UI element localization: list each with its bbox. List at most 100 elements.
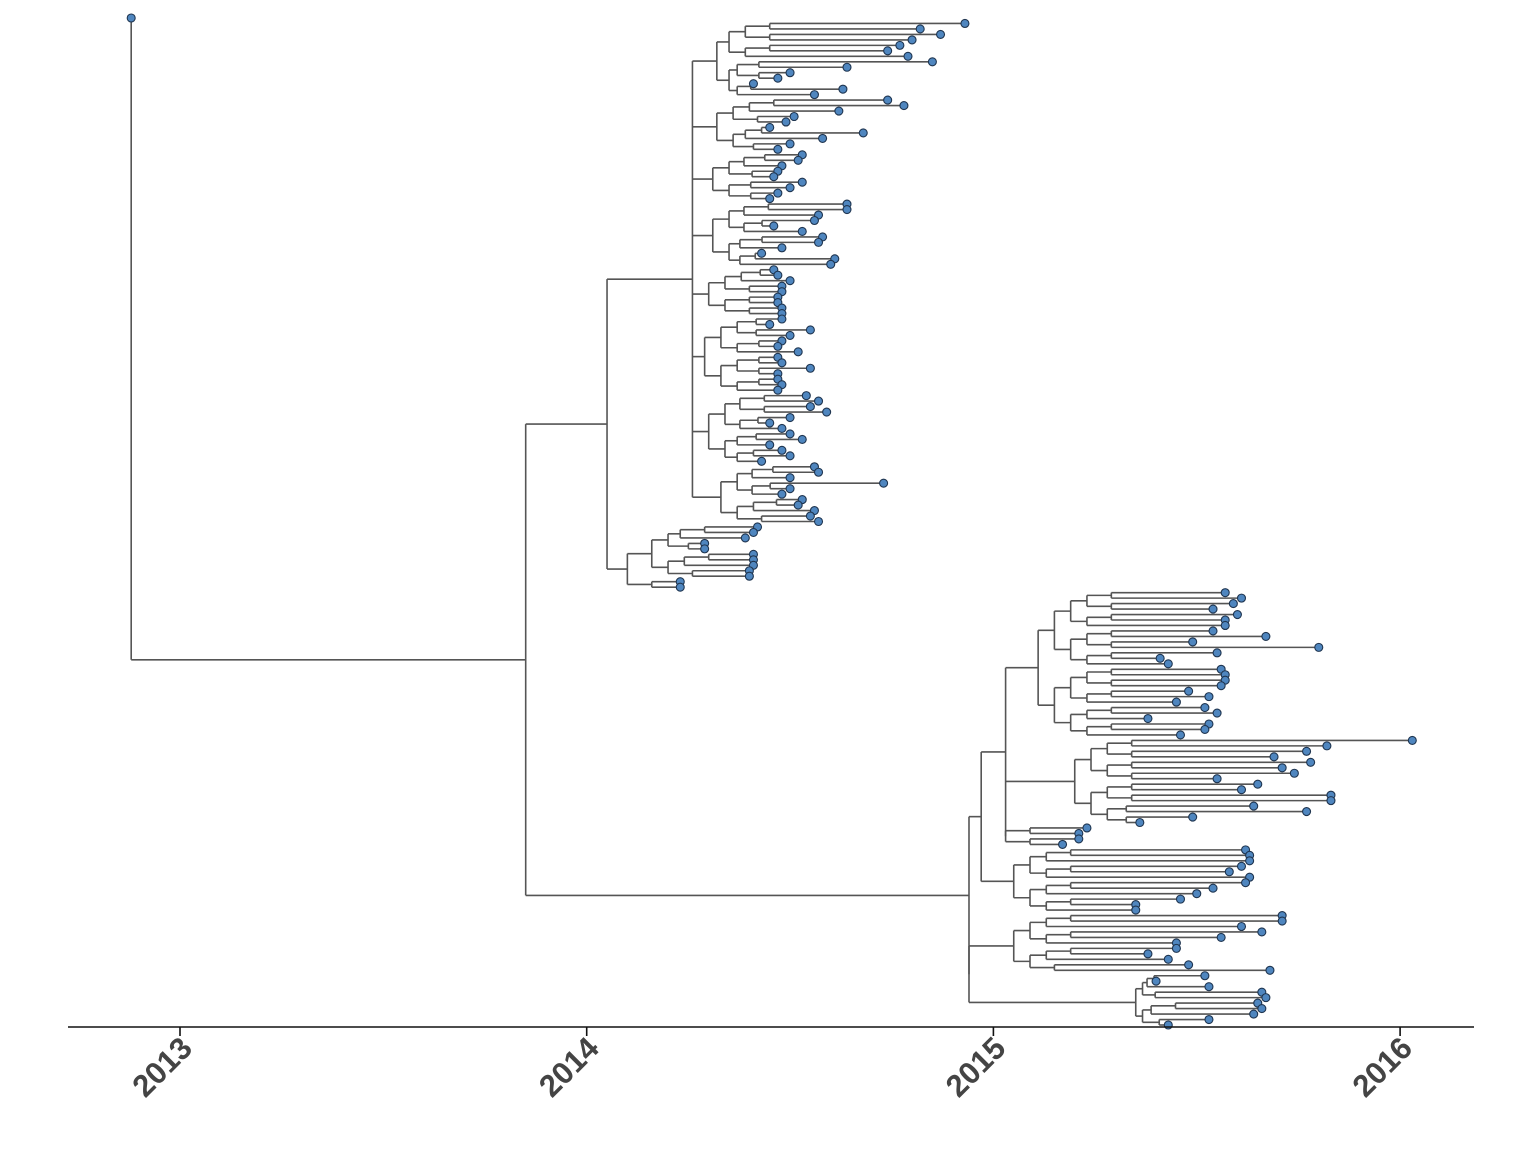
tip-point xyxy=(765,122,775,133)
tip-point xyxy=(1253,779,1263,789)
tip-point xyxy=(1322,741,1332,751)
tip-point xyxy=(1163,1020,1173,1030)
tip-point xyxy=(785,451,795,461)
tip-point xyxy=(1224,867,1234,877)
tip-point xyxy=(895,40,905,50)
tip-point xyxy=(757,456,767,466)
tip-point xyxy=(769,221,779,231)
tip-point xyxy=(883,95,893,105)
tip-point xyxy=(1216,681,1226,691)
tip-point xyxy=(781,117,791,127)
tip-point xyxy=(1228,599,1238,609)
tip-point xyxy=(1236,593,1247,603)
tip-point xyxy=(785,412,795,423)
tip-point xyxy=(805,402,815,412)
tip-point xyxy=(1265,965,1275,975)
tip-point xyxy=(1184,960,1194,970)
tip-point xyxy=(879,478,889,488)
tip-point xyxy=(773,73,783,83)
tip-point xyxy=(813,516,824,527)
tip-point xyxy=(1302,746,1312,756)
tree-tips xyxy=(126,13,1417,1030)
tip-point xyxy=(1200,703,1210,713)
tip-point xyxy=(1208,604,1218,614)
tip-point xyxy=(797,226,807,236)
tip-point xyxy=(785,330,795,340)
tip-point xyxy=(1212,708,1222,718)
tip-point xyxy=(1163,954,1173,964)
tip-point xyxy=(1407,735,1417,745)
tip-point xyxy=(126,13,136,23)
tip-point xyxy=(740,533,750,543)
tip-point xyxy=(1200,724,1210,735)
tip-point xyxy=(1302,807,1312,817)
tip-point xyxy=(801,391,811,401)
tip-point xyxy=(1289,768,1299,778)
tip-point xyxy=(1314,642,1324,652)
tip-point xyxy=(1135,817,1145,828)
tip-point xyxy=(1171,943,1181,953)
tip-point xyxy=(858,128,868,138)
tip-point xyxy=(797,434,807,444)
tip-point xyxy=(797,177,807,187)
tip-point xyxy=(813,237,824,247)
tip-point xyxy=(1163,659,1173,669)
tip-point xyxy=(1082,823,1092,833)
tip-point xyxy=(1175,894,1186,904)
tip-point xyxy=(1204,982,1214,992)
tip-point xyxy=(1208,626,1218,636)
tip-point xyxy=(1143,713,1153,724)
tip-point xyxy=(1249,801,1259,811)
tip-point xyxy=(1057,839,1068,849)
tip-point xyxy=(793,155,803,165)
tip-point xyxy=(1171,697,1181,707)
tip-point xyxy=(769,172,779,182)
tip-point xyxy=(1143,949,1153,959)
tip-point xyxy=(1204,692,1214,702)
tip-point xyxy=(883,46,893,56)
tip-point xyxy=(1326,796,1336,806)
tip-point xyxy=(1184,686,1194,696)
tip-point xyxy=(1261,993,1271,1003)
tip-point xyxy=(1261,631,1271,641)
tip-point xyxy=(927,57,937,67)
tip-point xyxy=(805,363,815,373)
tip-point xyxy=(777,489,787,499)
tip-point xyxy=(818,133,828,143)
tip-point xyxy=(1212,774,1222,784)
tip-point xyxy=(785,484,795,494)
tip-point xyxy=(793,347,803,357)
tip-point xyxy=(1200,971,1210,981)
tip-point xyxy=(1216,932,1226,942)
tip-point xyxy=(777,358,787,368)
tip-point xyxy=(1249,1009,1259,1019)
tip-point xyxy=(1188,637,1198,647)
tip-point xyxy=(1192,889,1202,899)
tip-point xyxy=(907,35,917,45)
tip-point xyxy=(785,429,795,439)
tip-point xyxy=(1074,834,1084,844)
tip-point xyxy=(789,111,799,122)
tip-point xyxy=(777,314,787,324)
tip-point xyxy=(838,84,848,94)
tip-point xyxy=(1212,648,1222,658)
tip-point xyxy=(826,259,836,269)
tip-point xyxy=(773,341,783,351)
tip-point xyxy=(842,204,852,215)
tip-point xyxy=(793,500,803,510)
tip-point xyxy=(765,319,775,330)
tip-point xyxy=(805,511,815,521)
tip-point xyxy=(765,194,775,204)
tip-point xyxy=(773,270,783,280)
tip-point xyxy=(744,571,754,581)
tip-point xyxy=(903,51,913,61)
tip-point xyxy=(785,139,795,149)
x-tick-label: 2015 xyxy=(939,1030,1013,1104)
tip-point xyxy=(1306,757,1316,767)
tip-point xyxy=(809,90,820,100)
tip-point xyxy=(960,18,970,29)
tip-point xyxy=(1236,785,1247,795)
tip-point xyxy=(842,62,852,72)
tip-point xyxy=(1155,653,1165,663)
tip-point xyxy=(1151,976,1161,986)
